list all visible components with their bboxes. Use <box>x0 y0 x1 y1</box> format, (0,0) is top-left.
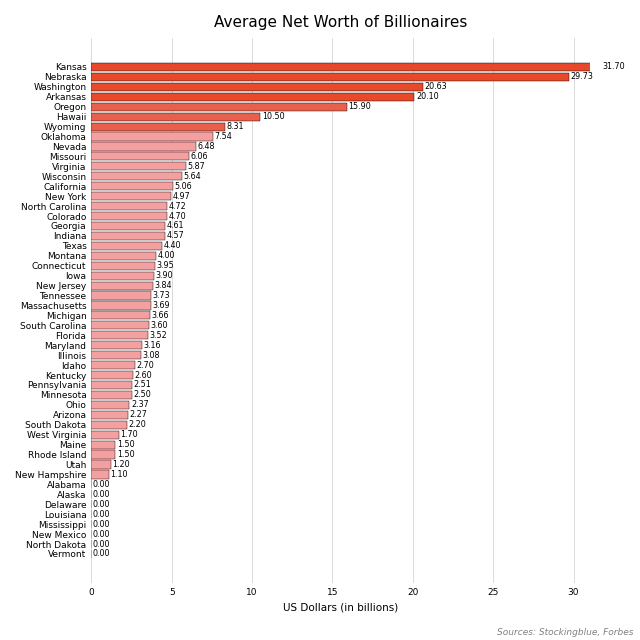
Text: 0.00: 0.00 <box>93 500 111 509</box>
Text: 3.69: 3.69 <box>152 301 170 310</box>
Bar <box>92 142 195 150</box>
Bar <box>92 321 149 330</box>
Bar <box>92 132 212 141</box>
Bar <box>92 361 135 369</box>
Bar <box>92 371 133 379</box>
Bar <box>92 163 186 170</box>
Bar <box>92 420 127 429</box>
Text: 2.20: 2.20 <box>129 420 146 429</box>
Bar <box>92 332 148 339</box>
Text: 1.10: 1.10 <box>111 470 128 479</box>
Bar <box>92 470 109 479</box>
Bar <box>92 291 151 300</box>
Text: 3.52: 3.52 <box>150 331 167 340</box>
Text: 0.00: 0.00 <box>93 520 111 529</box>
Text: 1.50: 1.50 <box>117 450 134 459</box>
Text: 3.90: 3.90 <box>156 271 173 280</box>
Text: 0.00: 0.00 <box>93 540 111 548</box>
Text: Sources: Stockingblue, Forbes: Sources: Stockingblue, Forbes <box>497 628 634 637</box>
Text: 0.00: 0.00 <box>93 480 111 489</box>
Text: 2.50: 2.50 <box>133 390 151 399</box>
Text: 4.00: 4.00 <box>157 252 175 260</box>
X-axis label: US Dollars (in billions): US Dollars (in billions) <box>283 602 398 612</box>
Text: 2.37: 2.37 <box>131 401 149 410</box>
Bar <box>92 152 189 161</box>
Bar <box>92 252 156 260</box>
Text: 3.08: 3.08 <box>143 351 160 360</box>
Bar <box>92 301 150 310</box>
Text: 3.16: 3.16 <box>144 340 161 349</box>
Text: 5.87: 5.87 <box>188 162 205 171</box>
Bar <box>92 411 128 419</box>
Text: 2.27: 2.27 <box>129 410 147 419</box>
Text: 2.60: 2.60 <box>135 371 152 380</box>
Bar <box>92 172 182 180</box>
Text: 1.70: 1.70 <box>120 430 138 439</box>
Text: 4.57: 4.57 <box>166 232 184 241</box>
Title: Average Net Worth of Billionaires: Average Net Worth of Billionaires <box>214 15 467 30</box>
Bar <box>92 271 154 280</box>
Text: 4.97: 4.97 <box>173 191 191 201</box>
Text: 20.63: 20.63 <box>424 83 447 92</box>
Text: 3.73: 3.73 <box>153 291 170 300</box>
Text: 3.95: 3.95 <box>156 261 174 270</box>
Text: 4.61: 4.61 <box>167 221 184 230</box>
Bar <box>92 262 155 270</box>
Text: 4.72: 4.72 <box>169 202 187 211</box>
Text: 8.31: 8.31 <box>227 122 244 131</box>
Text: 2.51: 2.51 <box>133 381 151 390</box>
Bar <box>92 102 347 111</box>
Bar <box>92 113 260 121</box>
Text: 0.00: 0.00 <box>93 490 111 499</box>
Bar <box>92 401 129 409</box>
Text: 1.20: 1.20 <box>112 460 130 469</box>
Text: 31.70: 31.70 <box>602 63 625 72</box>
Text: 3.66: 3.66 <box>152 311 170 320</box>
Text: 29.73: 29.73 <box>571 72 594 81</box>
Text: 0.00: 0.00 <box>93 509 111 518</box>
Text: 0.00: 0.00 <box>93 550 111 559</box>
Bar <box>92 192 172 200</box>
Text: 15.90: 15.90 <box>349 102 371 111</box>
Bar <box>92 242 162 250</box>
Bar <box>92 202 167 210</box>
Text: 4.40: 4.40 <box>164 241 181 250</box>
Bar <box>92 182 173 190</box>
Bar <box>92 351 141 359</box>
Bar <box>92 122 225 131</box>
Text: 7.54: 7.54 <box>214 132 232 141</box>
Bar <box>92 311 150 319</box>
Bar <box>92 63 601 71</box>
Bar <box>92 451 115 459</box>
Text: 6.06: 6.06 <box>190 152 208 161</box>
Bar <box>92 73 569 81</box>
Text: 4.70: 4.70 <box>168 212 186 221</box>
Bar <box>92 341 142 349</box>
Text: 5.64: 5.64 <box>184 172 201 180</box>
Text: 10.50: 10.50 <box>262 112 284 121</box>
Bar <box>92 440 115 449</box>
Bar <box>92 232 165 240</box>
Text: 6.48: 6.48 <box>197 142 214 151</box>
Text: 1.50: 1.50 <box>117 440 134 449</box>
Bar <box>92 212 167 220</box>
Text: 2.70: 2.70 <box>136 360 154 370</box>
Bar <box>92 460 111 468</box>
Bar <box>92 431 118 439</box>
Text: 0.00: 0.00 <box>93 529 111 539</box>
Bar <box>92 282 153 290</box>
Text: 20.10: 20.10 <box>416 92 438 101</box>
Bar <box>92 222 166 230</box>
Bar <box>92 93 414 101</box>
Bar <box>92 381 132 389</box>
Text: 5.06: 5.06 <box>174 182 192 191</box>
Bar <box>92 83 423 91</box>
Bar <box>92 391 132 399</box>
Text: 3.84: 3.84 <box>155 281 172 290</box>
Text: 3.60: 3.60 <box>151 321 168 330</box>
